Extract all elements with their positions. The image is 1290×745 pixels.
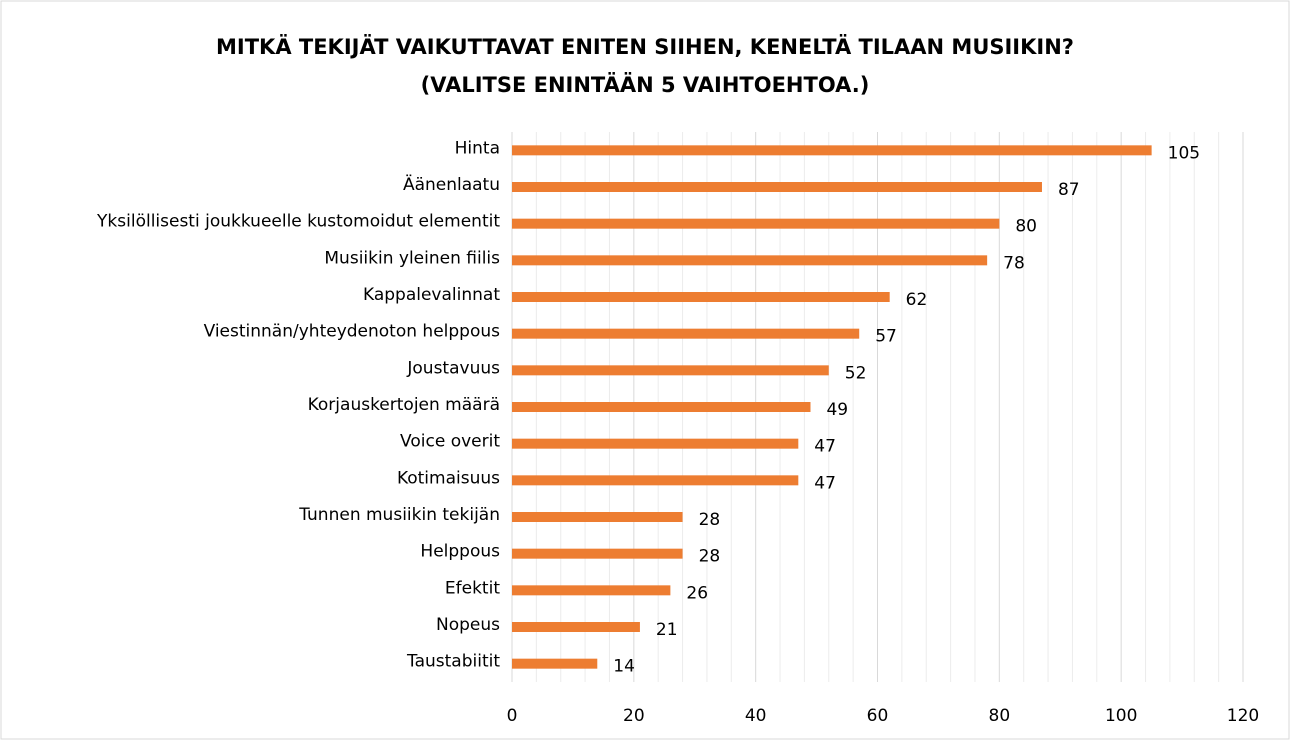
y-tick-label: Äänenlaatu [403,174,500,195]
x-tick-label: 20 [623,706,645,726]
y-tick-label: Korjauskertojen määrä [308,395,500,415]
y-tick-label: Joustavuus [406,358,500,378]
x-tick-label: 100 [1105,706,1137,726]
y-tick-label: Taustabiitit [406,652,500,672]
y-tick-label: Yksilöllisesti joukkueelle kustomoidut e… [96,212,500,232]
value-label: 28 [699,547,721,567]
x-tick-label: 40 [745,706,767,726]
bar [512,218,1000,229]
chart-title: (VALITSE ENINTÄÄN 5 VAIHTOEHTOA.) [421,72,870,97]
value-label: 47 [814,437,836,457]
bar [512,438,799,449]
value-label: 78 [1003,253,1025,273]
chart-title: MITKÄ TEKIJÄT VAIKUTTAVAT ENITEN SIIHEN,… [216,34,1074,59]
x-tick-label: 80 [989,706,1011,726]
bar [512,622,640,632]
value-label: 14 [613,657,635,677]
value-label: 26 [686,583,708,603]
value-label: 28 [699,510,721,530]
value-label: 21 [656,620,678,640]
bar [512,145,1152,156]
bar [512,365,829,376]
bar [512,402,811,412]
y-tick-label: Nopeus [436,615,500,635]
bar [512,548,683,559]
value-label: 87 [1058,180,1080,200]
y-tick-label: Voice overit [400,432,500,452]
y-tick-label: Viestinnän/yhteydenoton helppous [204,322,501,342]
bar [512,328,860,339]
bar [512,255,988,266]
value-label: 57 [875,327,897,347]
y-tick-label: Helppous [420,542,500,562]
y-tick-label: Efektit [445,578,500,598]
y-tick-label: Tunnen musiikin tekijän [298,505,500,525]
x-tick-label: 60 [867,706,889,726]
y-tick-label: Kotimaisuus [397,468,500,488]
value-label: 105 [1168,143,1200,163]
bar [512,585,671,596]
value-label: 80 [1015,217,1037,237]
value-label: 49 [826,400,848,420]
bar [512,658,598,669]
bar [512,182,1042,192]
bar [512,475,799,486]
x-tick-label: 0 [507,706,518,726]
bar [512,292,890,302]
y-tick-label: Kappalevalinnat [363,285,500,305]
y-tick-label: Hinta [455,138,500,158]
y-tick-label: Musiikin yleinen fiilis [324,248,500,268]
value-label: 52 [845,363,867,383]
value-label: 62 [906,290,928,310]
value-label: 47 [814,473,836,493]
bar [512,512,683,522]
x-tick-label: 120 [1227,706,1259,726]
